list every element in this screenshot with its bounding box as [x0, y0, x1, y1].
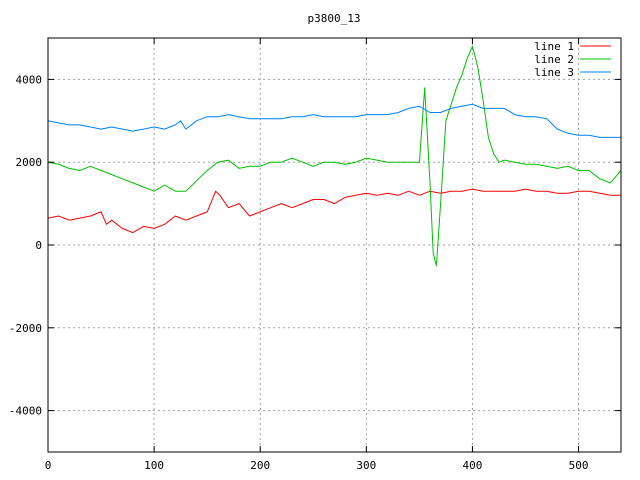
series-line-3: [47, 103, 621, 138]
legend-label: line 1: [534, 40, 574, 53]
y-tick-label: 4000: [16, 73, 43, 86]
series-line-1: [47, 188, 621, 234]
grid-lines: [48, 38, 621, 452]
x-tick-label: 0: [45, 459, 52, 472]
series-line-2: [47, 45, 622, 267]
y-tick-label: -4000: [9, 405, 42, 418]
x-tick-label: 500: [569, 459, 589, 472]
legend-label: line 3: [534, 66, 574, 79]
axis-ticks: 0 100 200 300 400 500 -4000 -2000 0 2000 4000: [9, 38, 621, 472]
y-tick-label: 0: [35, 239, 42, 252]
y-tick-label: 2000: [16, 156, 43, 169]
chart-title: p3800_13: [308, 12, 361, 25]
series-lines: [47, 45, 622, 267]
x-tick-label: 100: [144, 459, 164, 472]
x-tick-label: 200: [250, 459, 270, 472]
x-tick-label: 300: [356, 459, 376, 472]
legend-label: line 2: [534, 53, 574, 66]
x-tick-label: 400: [463, 459, 483, 472]
y-tick-label: -2000: [9, 322, 42, 335]
